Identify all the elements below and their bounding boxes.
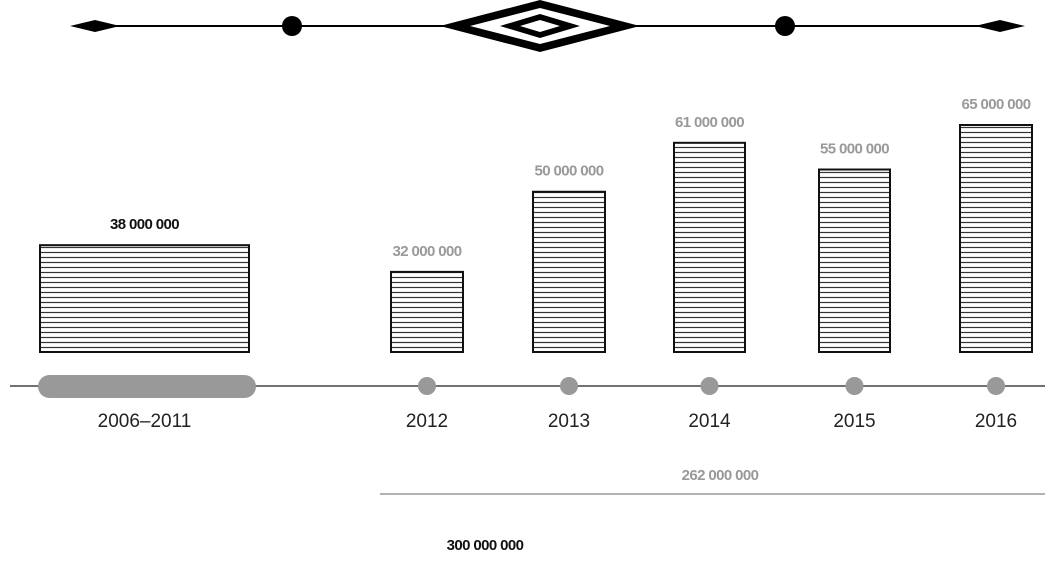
total: 300 000 000	[447, 537, 524, 554]
subtotal: 262 000 000	[682, 467, 759, 484]
bar	[673, 141, 746, 353]
x-tick-label: 2016	[975, 411, 1017, 432]
year-dot	[418, 377, 436, 395]
period-marker	[38, 375, 256, 398]
year-dot	[987, 377, 1005, 395]
year-dot	[560, 377, 578, 395]
x-tick-label: 2013	[548, 411, 590, 432]
x-tick-label: 2012	[406, 411, 448, 432]
bar	[39, 244, 250, 353]
bar	[818, 168, 891, 353]
value-label: 55 000 000	[820, 140, 889, 157]
year-dot	[845, 377, 864, 395]
ornament	[70, 0, 1025, 52]
bar	[532, 190, 606, 353]
x-tick-label: 2014	[688, 411, 731, 432]
value-label: 61 000 000	[675, 114, 744, 131]
value-label: 38 000 000	[110, 216, 179, 233]
value-label: 65 000 000	[961, 96, 1030, 113]
x-tick-label: 2015	[833, 411, 875, 432]
bar	[959, 124, 1033, 353]
bar	[390, 270, 464, 353]
x-tick-label: 2006–2011	[98, 411, 192, 432]
value-label: 50 000 000	[534, 163, 603, 180]
value-label: 32 000 000	[392, 243, 461, 260]
year-dot	[700, 377, 719, 395]
